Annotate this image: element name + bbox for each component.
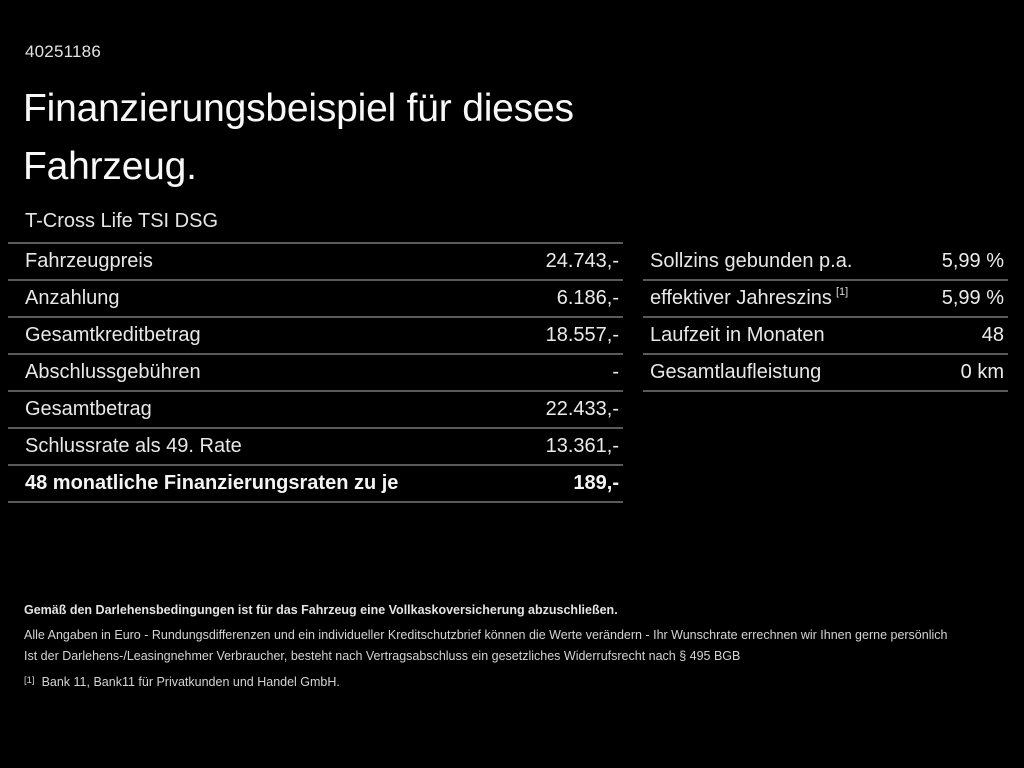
withdrawal-line: Ist der Darlehens-/Leasingnehmer Verbrau… (24, 649, 741, 663)
offer-id: 40251186 (25, 42, 101, 61)
row-value: 5,99 % (941, 287, 1004, 309)
financing-table-right: Sollzins gebunden p.a. 5,99 % effektiver… (643, 242, 1008, 392)
table-row-gesamtkreditbetrag: Gesamtkreditbetrag 18.557,- (8, 318, 623, 355)
row-label: effektiver Jahreszins [1] (650, 286, 849, 310)
row-label: Gesamtlaufleistung (650, 361, 822, 383)
row-value: 24.743,- (545, 250, 619, 272)
row-value: 18.557,- (545, 324, 619, 346)
row-value: 22.433,- (545, 398, 619, 420)
row-label-text: effektiver Jahreszins (650, 287, 832, 309)
table-row-effektiver-jahreszins: effektiver Jahreszins [1] 5,99 % (643, 281, 1008, 318)
row-label: Schlussrate als 49. Rate (25, 435, 242, 457)
table-row-sollzins: Sollzins gebunden p.a. 5,99 % (643, 244, 1008, 281)
footnote-text: Bank 11, Bank11 für Privatkunden und Han… (41, 675, 340, 689)
vehicle-model: T-Cross Life TSI DSG (25, 210, 219, 232)
footnote-marker: [1] (24, 675, 35, 686)
row-label: Gesamtkreditbetrag (25, 324, 201, 346)
row-label: 48 monatliche Finanzierungsraten zu je (25, 472, 399, 494)
row-value: 0 km (960, 361, 1004, 383)
row-label: Fahrzeugpreis (25, 250, 153, 272)
table-row-gesamtlaufleistung: Gesamtlaufleistung 0 km (643, 355, 1008, 392)
insurance-note: Gemäß den Darlehensbedingungen ist für d… (24, 603, 618, 617)
row-value: - (612, 361, 619, 383)
row-label: Gesamtbetrag (25, 398, 152, 420)
row-value: 189,- (573, 472, 619, 494)
table-row-fahrzeugpreis: Fahrzeugpreis 24.743,- (8, 244, 623, 281)
table-row-monatsrate: 48 monatliche Finanzierungsraten zu je 1… (8, 466, 623, 503)
table-row-laufzeit: Laufzeit in Monaten 48 (643, 318, 1008, 355)
table-row-abschlussgebuehren: Abschlussgebühren - (8, 355, 623, 392)
row-value: 5,99 % (941, 250, 1004, 272)
row-label: Anzahlung (25, 287, 120, 309)
financing-table-left: Fahrzeugpreis 24.743,- Anzahlung 6.186,-… (8, 242, 623, 503)
page-title: Finanzierungsbeispiel für dieses Fahrzeu… (23, 87, 574, 188)
row-label: Abschlussgebühren (25, 361, 201, 383)
row-value: 6.186,- (556, 287, 619, 309)
info-line: Alle Angaben in Euro - Rundungsdifferenz… (24, 628, 948, 642)
row-label: Sollzins gebunden p.a. (650, 250, 853, 272)
row-value: 13.361,- (545, 435, 619, 457)
row-value: 48 (981, 324, 1004, 346)
footnote-reference: [1] (835, 286, 849, 299)
footnote-line: [1] Bank 11, Bank11 für Privatkunden und … (24, 675, 1004, 689)
disclaimer-block: Gemäß den Darlehensbedingungen ist für d… (24, 603, 1004, 689)
row-label: Laufzeit in Monaten (650, 324, 825, 346)
table-row-anzahlung: Anzahlung 6.186,- (8, 281, 623, 318)
table-row-gesamtbetrag: Gesamtbetrag 22.433,- (8, 392, 623, 429)
table-row-schlussrate: Schlussrate als 49. Rate 13.361,- (8, 429, 623, 466)
